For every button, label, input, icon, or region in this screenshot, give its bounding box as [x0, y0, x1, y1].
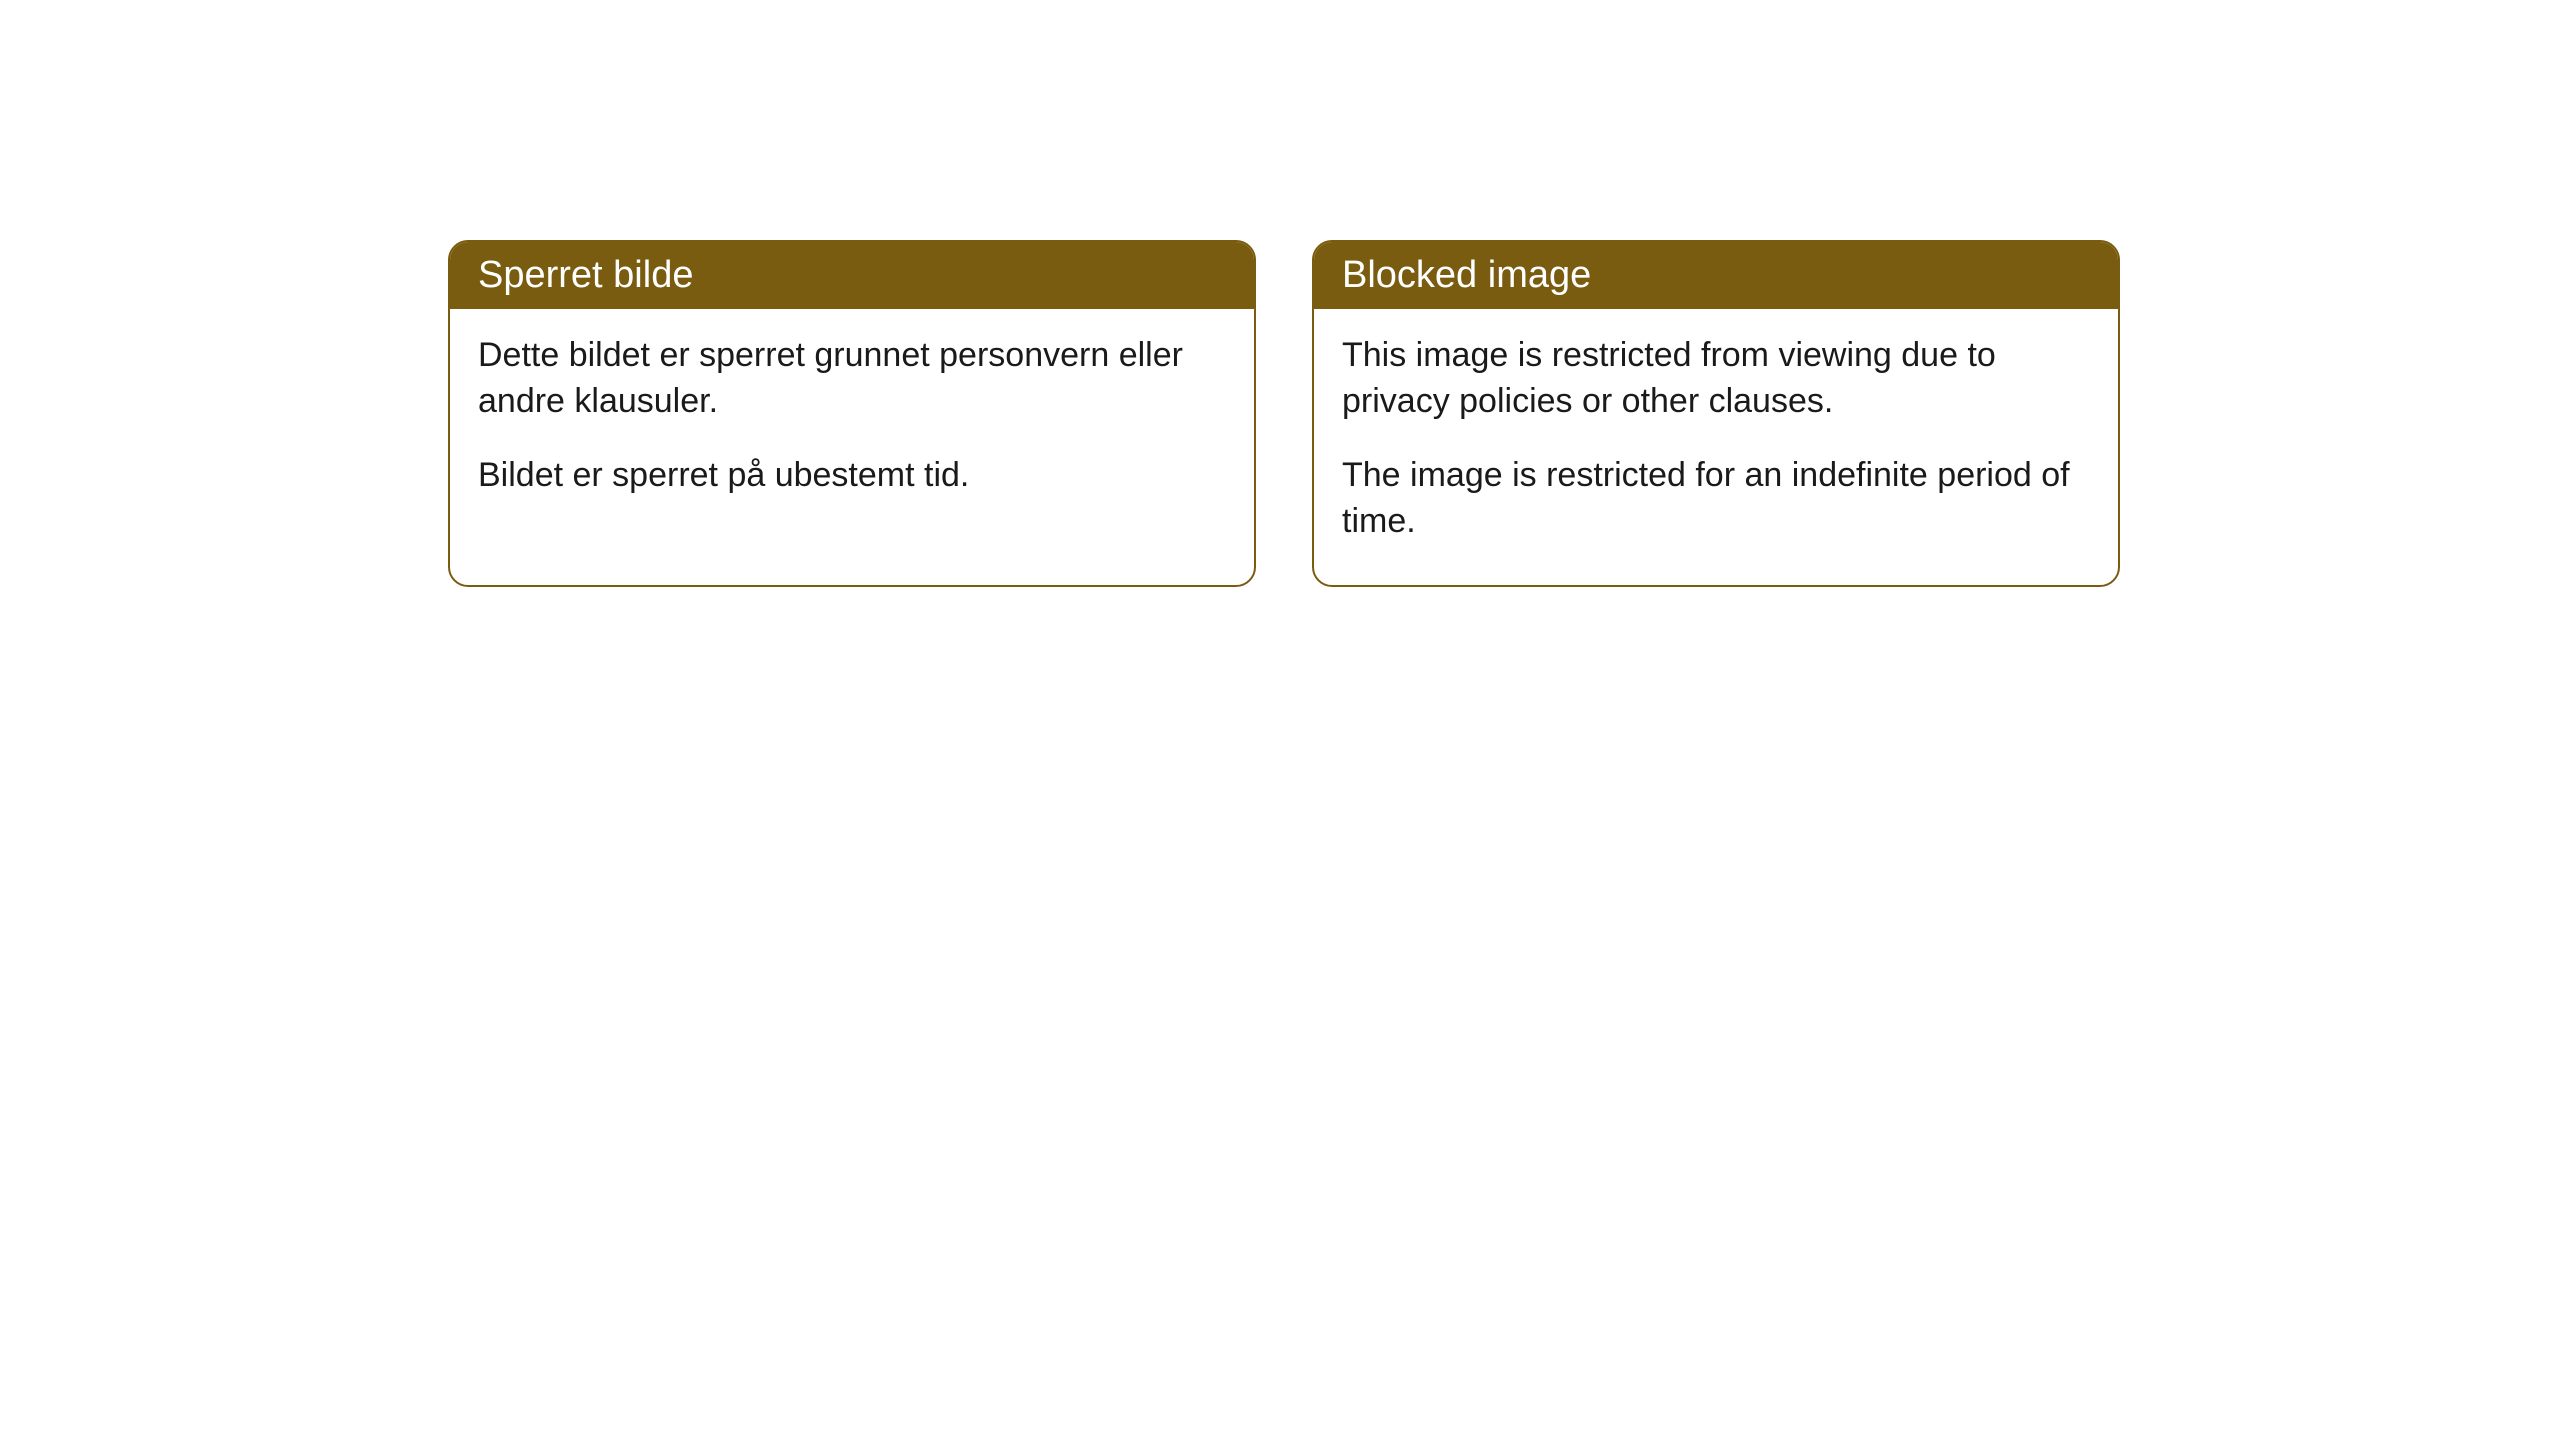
notice-cards-container: Sperret bilde Dette bildet er sperret gr…: [0, 0, 2560, 587]
card-title: Blocked image: [1314, 242, 2118, 309]
card-paragraph: This image is restricted from viewing du…: [1342, 333, 2090, 425]
card-paragraph: Bildet er sperret på ubestemt tid.: [478, 453, 1226, 499]
blocked-image-card-english: Blocked image This image is restricted f…: [1312, 240, 2120, 587]
blocked-image-card-norwegian: Sperret bilde Dette bildet er sperret gr…: [448, 240, 1256, 587]
card-body: Dette bildet er sperret grunnet personve…: [450, 309, 1254, 539]
card-paragraph: The image is restricted for an indefinit…: [1342, 453, 2090, 545]
card-body: This image is restricted from viewing du…: [1314, 309, 2118, 585]
card-title: Sperret bilde: [450, 242, 1254, 309]
card-paragraph: Dette bildet er sperret grunnet personve…: [478, 333, 1226, 425]
